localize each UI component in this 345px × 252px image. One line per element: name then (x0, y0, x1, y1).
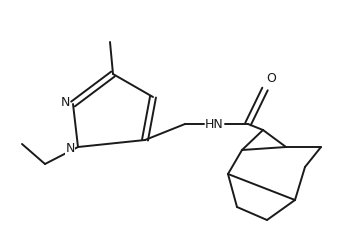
Text: N: N (60, 96, 70, 109)
Text: HN: HN (205, 117, 223, 131)
Text: N: N (65, 142, 75, 155)
Text: O: O (266, 73, 276, 85)
